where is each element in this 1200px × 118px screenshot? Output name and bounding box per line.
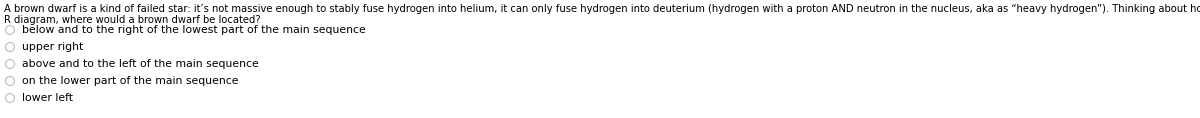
Text: A brown dwarf is a kind of failed star: it’s not massive enough to stably fuse h: A brown dwarf is a kind of failed star: … [4, 4, 1200, 14]
Text: below and to the right of the lowest part of the main sequence: below and to the right of the lowest par… [22, 25, 366, 35]
Circle shape [6, 76, 14, 86]
Text: upper right: upper right [22, 42, 83, 52]
Circle shape [6, 93, 14, 103]
Text: on the lower part of the main sequence: on the lower part of the main sequence [22, 76, 239, 86]
Text: lower left: lower left [22, 93, 73, 103]
Text: R diagram, where would a brown dwarf be located?: R diagram, where would a brown dwarf be … [4, 15, 260, 25]
Circle shape [6, 59, 14, 69]
Circle shape [6, 42, 14, 51]
Text: above and to the left of the main sequence: above and to the left of the main sequen… [22, 59, 259, 69]
Circle shape [6, 25, 14, 34]
